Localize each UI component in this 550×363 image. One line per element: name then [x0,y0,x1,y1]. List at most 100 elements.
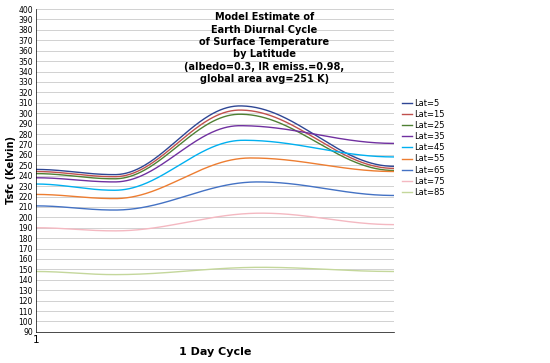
Lat=55 [254,156,261,160]
Lat=65 [337,189,343,193]
Lat=5 [390,164,397,168]
Line: Lat=35: Lat=35 [36,126,394,182]
Lat=5 [248,105,255,109]
Lat=5 [236,104,243,108]
Lat=25 [112,177,118,181]
Lat=45 [337,150,343,154]
Lat=85 [337,268,343,272]
Line: Lat=15: Lat=15 [36,110,394,177]
Lat=65 [254,180,261,184]
Lat=75 [247,211,254,216]
Line: Lat=45: Lat=45 [36,140,394,190]
Lat=55 [246,156,252,160]
Lat=25 [254,114,261,118]
Lat=5 [34,167,40,172]
Lat=5 [254,106,261,110]
Lat=55 [34,192,40,197]
Lat=65 [32,204,39,208]
Lat=55 [247,156,254,160]
Lat=65 [247,180,254,184]
Lat=25 [337,153,343,157]
Lat=15 [390,166,397,171]
Lat=35 [34,176,40,180]
Lat=45 [112,188,118,192]
Lat=25 [247,113,254,117]
Lat=45 [360,153,366,158]
Lat=55 [360,168,366,172]
Lat=25 [34,171,40,176]
Lat=25 [236,112,243,117]
Line: Lat=85: Lat=85 [36,267,394,275]
Y-axis label: Tsfc (Kelvin): Tsfc (Kelvin) [6,136,15,204]
Lat=15 [32,169,39,174]
Lat=15 [34,169,40,174]
Lat=65 [253,180,260,184]
Lat=85 [246,265,252,270]
Lat=15 [337,150,343,155]
Lat=35 [237,123,244,128]
Lat=45 [247,138,254,143]
Lat=5 [32,167,39,172]
Lat=5 [360,158,366,163]
Lat=25 [360,163,366,167]
Lat=25 [248,113,255,117]
Lat=45 [248,138,255,143]
Lat=55 [248,156,255,160]
Lat=85 [34,269,40,274]
Lat=45 [390,155,397,159]
Lat=65 [390,193,397,197]
Lat=65 [34,204,40,208]
Lat=75 [360,221,366,225]
Lat=85 [257,265,264,269]
Line: Lat=55: Lat=55 [36,158,394,199]
Lat=15 [360,160,366,165]
Lat=75 [390,223,397,227]
Lat=35 [337,136,343,141]
Lat=85 [32,269,39,274]
Lat=35 [390,141,397,146]
Lat=55 [337,165,343,170]
Lat=45 [254,138,261,143]
Lat=75 [34,225,40,230]
Lat=75 [32,225,39,230]
Lat=55 [390,169,397,174]
Lat=35 [32,176,39,180]
Lat=85 [247,265,254,270]
Lat=65 [360,192,366,196]
Lat=55 [112,196,118,201]
Lat=35 [360,139,366,144]
Lat=85 [253,265,260,269]
X-axis label: 1 Day Cycle: 1 Day Cycle [179,347,251,358]
Lat=45 [34,182,40,186]
Lat=15 [254,110,261,114]
Lat=65 [112,208,118,212]
Lat=75 [246,211,252,216]
Lat=5 [112,172,118,177]
Lat=75 [337,219,343,223]
Lat=15 [248,109,255,113]
Line: Lat=75: Lat=75 [36,213,394,231]
Lat=85 [112,273,118,277]
Lat=35 [247,124,254,128]
Lat=55 [32,192,39,197]
Text: Model Estimate of
Earth Diurnal Cycle
of Surface Temperature
by Latitude
(albedo: Model Estimate of Earth Diurnal Cycle of… [184,12,344,84]
Lat=15 [247,109,254,113]
Lat=5 [337,148,343,152]
Lat=35 [112,180,118,184]
Lat=65 [246,180,252,184]
Lat=85 [390,269,397,274]
Lat=35 [254,124,261,129]
Lat=25 [390,168,397,173]
Lat=45 [32,182,39,186]
Line: Lat=5: Lat=5 [36,106,394,175]
Lat=75 [112,229,118,233]
Lat=75 [257,211,264,215]
Lat=5 [247,105,254,109]
Lat=15 [112,175,118,179]
Lat=45 [241,138,248,142]
Lat=35 [248,124,255,128]
Lat=85 [360,269,366,273]
Lat=75 [253,211,260,215]
Line: Lat=25: Lat=25 [36,114,394,179]
Legend: Lat=5, Lat=15, Lat=25, Lat=35, Lat=45, Lat=55, Lat=65, Lat=75, Lat=85: Lat=5, Lat=15, Lat=25, Lat=35, Lat=45, L… [402,99,445,197]
